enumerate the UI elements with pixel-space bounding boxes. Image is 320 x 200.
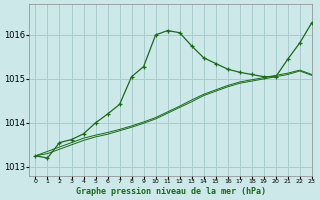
X-axis label: Graphe pression niveau de la mer (hPa): Graphe pression niveau de la mer (hPa) [76,187,266,196]
